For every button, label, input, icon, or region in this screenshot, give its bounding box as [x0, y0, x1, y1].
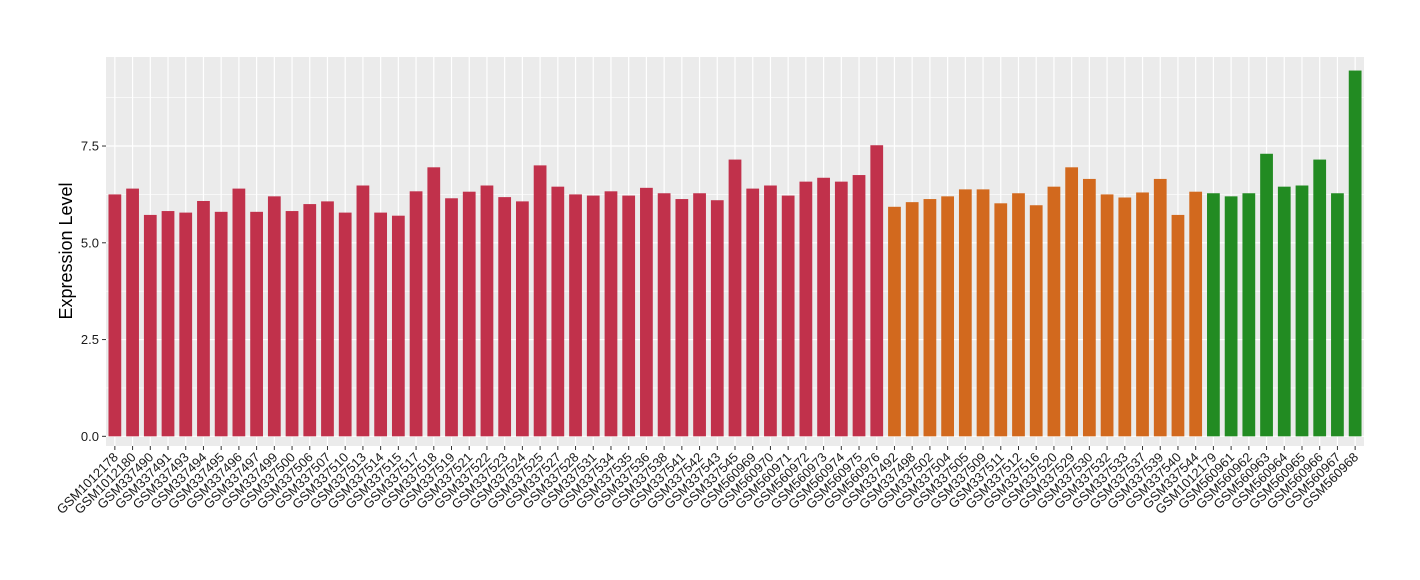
bar-GSM337522 — [480, 185, 494, 437]
bar-GSM337531 — [586, 195, 600, 437]
bar-GSM337505 — [958, 189, 972, 437]
bar-GSM337528 — [569, 194, 582, 437]
bar-GSM560965 — [1295, 185, 1309, 437]
bar-GSM337532 — [1100, 194, 1114, 437]
bar-GSM337511 — [994, 203, 1008, 437]
bar-GSM337542 — [693, 193, 706, 437]
bar-GSM337512 — [1012, 193, 1025, 437]
bar-GSM560968 — [1348, 70, 1362, 437]
bar-GSM1012179 — [1207, 193, 1220, 437]
bar-GSM560969 — [746, 188, 760, 437]
bar-GSM337541 — [675, 199, 689, 437]
bar-GSM337524 — [516, 201, 529, 437]
bar-GSM337536 — [640, 187, 653, 437]
bar-GSM560962 — [1242, 193, 1256, 437]
bar-GSM337521 — [462, 191, 476, 437]
bar-GSM337491 — [161, 211, 175, 437]
bar-GSM337507 — [321, 201, 334, 437]
bar-GSM337520 — [1047, 186, 1061, 437]
bar-GSM560970 — [764, 185, 777, 437]
bar-GSM337515 — [391, 215, 405, 437]
bar-GSM560972 — [799, 181, 813, 437]
bar-GSM337540 — [1171, 214, 1185, 437]
bar-GSM337502 — [923, 199, 937, 437]
bar-GSM337513 — [356, 185, 370, 437]
y-tick-label: 2.5 — [81, 332, 99, 347]
bar-GSM560967 — [1331, 193, 1344, 437]
bar-GSM337504 — [941, 196, 954, 437]
bar-GSM337534 — [604, 191, 618, 437]
bar-GSM337537 — [1136, 192, 1149, 437]
bar-GSM337544 — [1189, 191, 1203, 437]
bar-GSM337525 — [533, 165, 547, 437]
bar-GSM560964 — [1277, 186, 1291, 437]
bar-GSM1012180 — [126, 188, 139, 437]
bar-GSM337529 — [1065, 167, 1079, 437]
bar-GSM560961 — [1224, 196, 1238, 437]
y-axis-title: Expression Level — [56, 182, 76, 319]
bar-GSM337510 — [338, 212, 352, 437]
bar-GSM337523 — [498, 197, 512, 437]
bar-GSM337494 — [197, 200, 210, 437]
bar-GSM337538 — [657, 193, 671, 437]
bar-GSM337514 — [374, 212, 388, 437]
bar-GSM337518 — [427, 167, 441, 437]
bar-GSM337506 — [303, 204, 317, 437]
bar-GSM560966 — [1313, 159, 1327, 437]
bar-GSM337530 — [1082, 178, 1096, 437]
bar-GSM337490 — [143, 214, 157, 437]
bar-GSM337519 — [445, 198, 458, 437]
bar-GSM337496 — [232, 188, 246, 437]
bar-GSM337493 — [179, 212, 193, 437]
bar-GSM337545 — [728, 159, 742, 437]
bar-GSM337492 — [888, 206, 901, 437]
bar-GSM560963 — [1260, 153, 1273, 437]
bar-GSM337533 — [1118, 197, 1132, 437]
y-tick-label: 7.5 — [81, 139, 99, 154]
bar-GSM337516 — [1029, 205, 1043, 437]
bar-GSM337539 — [1153, 178, 1167, 437]
bar-GSM337517 — [409, 191, 423, 437]
bar-GSM1012178 — [108, 194, 122, 437]
bar-GSM560975 — [852, 175, 866, 437]
bar-GSM337495 — [214, 211, 228, 437]
bar-GSM337498 — [905, 202, 919, 437]
bar-GSM337535 — [622, 195, 636, 437]
y-tick-label: 5.0 — [81, 235, 99, 250]
bar-GSM560974 — [834, 181, 848, 437]
bar-GSM560973 — [817, 177, 830, 437]
bar-GSM337543 — [710, 200, 724, 437]
bar-GSM560971 — [781, 195, 795, 437]
bar-GSM337500 — [285, 211, 299, 437]
y-tick-label: 0.0 — [81, 429, 99, 444]
bar-GSM337499 — [267, 196, 281, 437]
bar-GSM560976 — [870, 145, 884, 437]
bar-GSM337527 — [551, 186, 565, 437]
bar-GSM337497 — [250, 211, 263, 437]
bar-GSM337509 — [976, 189, 990, 437]
